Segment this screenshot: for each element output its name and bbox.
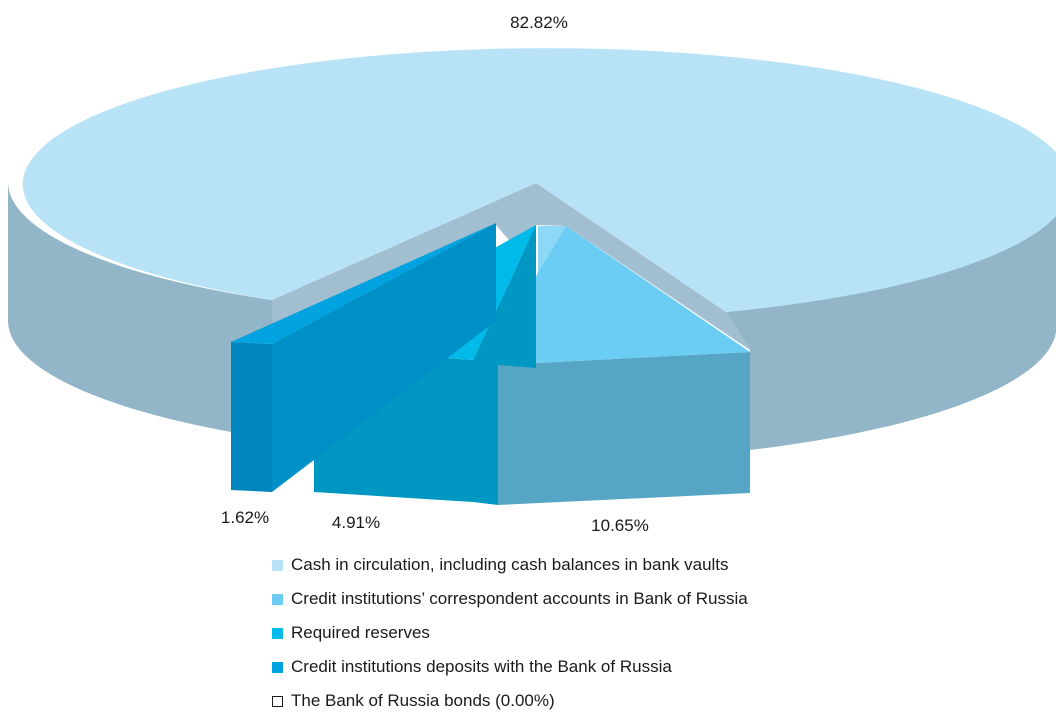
legend-label-deposits: Credit institutions deposits with the Ba… [291, 657, 672, 676]
legend-item-deposits: Credit institutions deposits with the Ba… [272, 650, 748, 684]
legend-swatch-deposits [272, 661, 283, 673]
slice-deposits-side [272, 223, 496, 492]
legend-swatch-reserves [272, 627, 283, 639]
slice-correspondent-inner [538, 226, 566, 272]
slice-deposits [231, 223, 496, 492]
legend-item-reserves: Required reserves [272, 616, 748, 650]
slice-label-correspondent: 10.65% [591, 516, 649, 535]
slice-deposits-front [231, 342, 272, 492]
slice-label-deposits: 1.62% [221, 508, 269, 527]
legend-swatch-cash [272, 559, 283, 571]
legend-label-correspondent: Credit institutions’ correspondent accou… [291, 589, 748, 608]
slice-correspondent-front [498, 352, 750, 505]
slice-correspondent-accounts [498, 226, 750, 505]
slice-deposits-top [231, 223, 496, 344]
legend-label-cash: Cash in circulation, including cash bala… [291, 555, 729, 574]
slice-reserves-side [473, 225, 536, 505]
legend-item-cash: Cash in circulation, including cash bala… [272, 548, 748, 582]
legend-swatch-correspondent [272, 593, 283, 605]
slice-correspondent-top [498, 226, 750, 365]
slice-cash-side-right [726, 183, 1056, 450]
slice-cash-top [22, 48, 1056, 312]
legend: Cash in circulation, including cash bala… [272, 548, 748, 718]
legend-label-bonds: The Bank of Russia bonds (0.00%) [291, 691, 555, 710]
slice-label-cash: 82.82% [510, 13, 568, 32]
slice-cash-side [7, 183, 273, 432]
legend-item-correspondent: Credit institutions’ correspondent accou… [272, 582, 748, 616]
legend-label-reserves: Required reserves [291, 623, 430, 642]
legend-swatch-bonds [272, 695, 283, 707]
slice-cash-inner-wall-right [536, 183, 750, 350]
legend-item-bonds: The Bank of Russia bonds (0.00%) [272, 684, 748, 718]
slice-label-reserves: 4.91% [332, 513, 380, 532]
